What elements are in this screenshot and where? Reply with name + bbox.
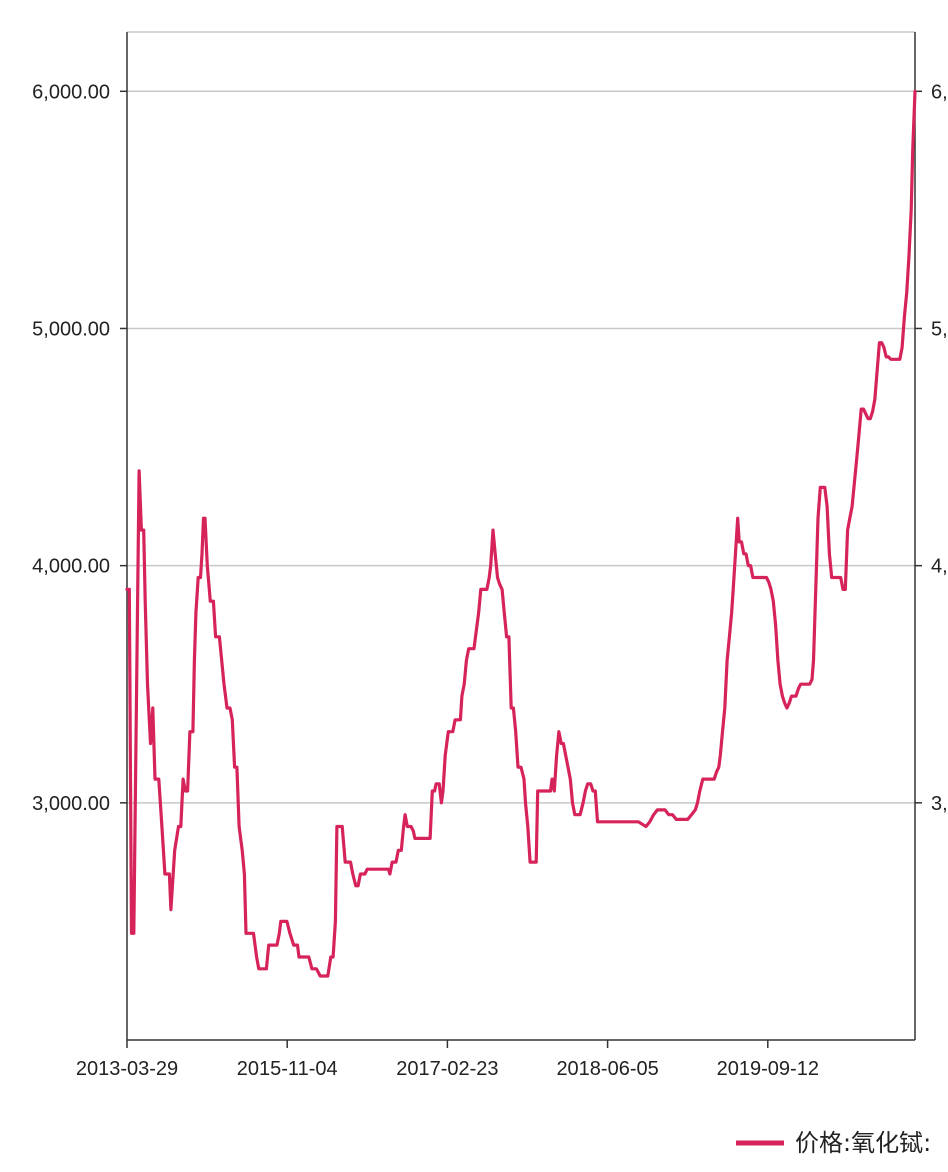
x-tick-label: 2017-02-23 (396, 1058, 498, 1080)
y-axis-right-ticks: 3, 4, 5, 6, (931, 81, 948, 815)
y-tick-label-left: 3,000.00 (32, 793, 110, 815)
chart-axes (120, 32, 922, 1048)
x-tick-label: 2015-11-04 (237, 1058, 338, 1080)
y-tick-label-left: 6,000.00 (32, 81, 110, 103)
y-tick-label-left: 4,000.00 (32, 556, 110, 578)
y-tick-label-right: 5, (931, 318, 948, 340)
y-tick-label-right: 4, (931, 556, 948, 578)
y-tick-label-right: 3, (931, 793, 948, 815)
x-tick-label: 2018-06-05 (556, 1058, 658, 1080)
y-axis-left-ticks: 3,000.00 4,000.00 5,000.00 6,000.00 (32, 81, 110, 815)
legend[interactable]: 价格:氧化铽: (736, 1129, 931, 1157)
y-tick-label-right: 6, (931, 81, 948, 103)
x-axis-ticks: 2013-03-29 2015-11-04 2017-02-23 2018-06-05… (76, 1058, 819, 1080)
x-tick-label: 2013-03-29 (76, 1058, 178, 1080)
series-line (125, 89, 917, 978)
y-tick-label-left: 5,000.00 (32, 318, 110, 340)
x-tick-label: 2019-09-12 (717, 1058, 819, 1080)
grid-lines (127, 31, 915, 804)
legend-label: 价格:氧化铽: (795, 1129, 931, 1157)
series-layer (125, 89, 917, 978)
